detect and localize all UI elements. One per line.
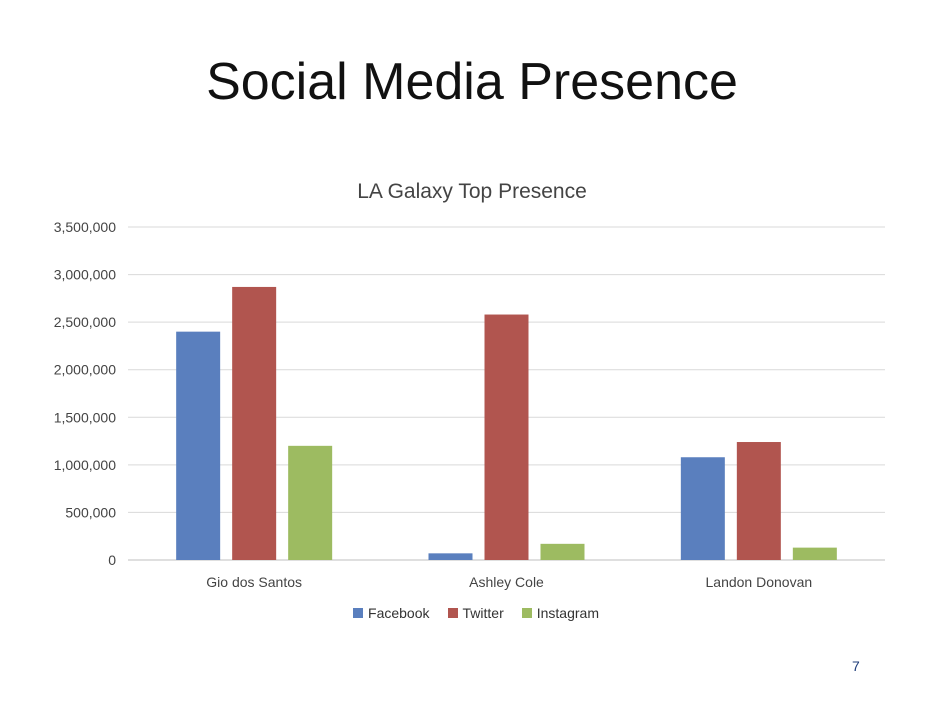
chart-title: LA Galaxy Top Presence (357, 180, 587, 203)
x-tick-label: Gio dos Santos (206, 574, 302, 590)
legend-swatch-facebook (353, 608, 364, 618)
x-tick-label: Landon Donovan (706, 574, 813, 590)
legend-item-twitter: Twitter (447, 605, 504, 621)
y-tick-label: 500,000 (65, 504, 116, 520)
slide-title: Social Media Presence (206, 53, 738, 111)
legend-label-twitter: Twitter (462, 605, 504, 621)
bar-twitter-1 (484, 314, 529, 560)
bar-instagram-1 (540, 543, 585, 560)
bar-twitter-0 (232, 286, 277, 560)
legend-label-facebook: Facebook (368, 605, 430, 621)
bar-instagram-2 (792, 547, 837, 560)
y-tick-label: 3,500,000 (54, 219, 116, 235)
legend-label-instagram: Instagram (536, 605, 599, 621)
page-number: 7 (852, 658, 860, 674)
legend-swatch-twitter (447, 608, 458, 618)
bar-facebook-1 (428, 553, 473, 560)
y-tick-label: 2,500,000 (54, 314, 116, 330)
x-tick-label: Ashley Cole (469, 574, 544, 590)
legend-item-facebook: Facebook (353, 605, 430, 621)
bar-facebook-2 (680, 457, 725, 560)
chart-legend: Facebook Twitter Instagram (0, 605, 944, 621)
legend-item-instagram: Instagram (521, 605, 599, 621)
bar-instagram-0 (288, 445, 333, 560)
bar-facebook-0 (176, 331, 221, 560)
y-tick-label: 2,000,000 (54, 362, 116, 378)
legend-swatch-instagram (521, 608, 532, 618)
y-tick-label: 0 (108, 552, 116, 568)
y-tick-label: 1,500,000 (54, 409, 116, 425)
y-tick-label: 1,000,000 (54, 457, 116, 473)
y-tick-label: 3,000,000 (54, 267, 116, 283)
bar-twitter-2 (736, 442, 781, 560)
